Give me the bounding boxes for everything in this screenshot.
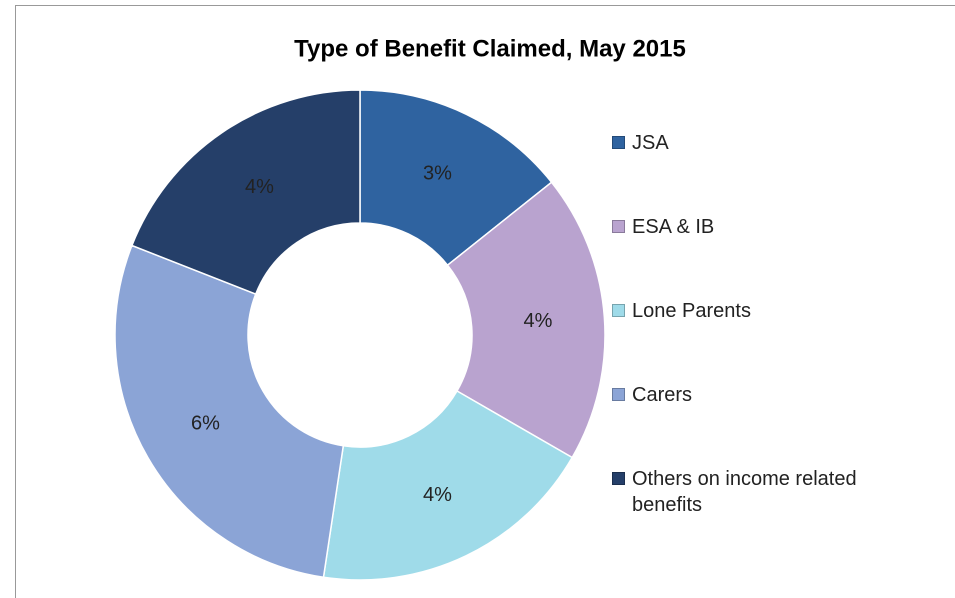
legend-label: ESA & IB xyxy=(632,216,715,238)
data-label: 4% xyxy=(423,484,452,506)
donut-slice xyxy=(114,244,345,579)
legend: JSA ESA & IB Lone Parents Carers Others on i… xyxy=(612,130,862,550)
legend-swatch xyxy=(612,388,625,401)
data-label: 6% xyxy=(191,413,220,435)
donut-slice xyxy=(130,89,361,296)
legend-swatch xyxy=(612,220,625,233)
legend-item: Lone Parents xyxy=(612,298,862,382)
legend-item: JSA xyxy=(612,130,862,214)
legend-swatch xyxy=(612,472,625,485)
legend-label: Others on income related benefits xyxy=(632,468,857,516)
donut-slice xyxy=(322,389,574,581)
donut-slice xyxy=(359,89,553,267)
legend-item: Others on income related benefits xyxy=(612,466,862,550)
donut-slice xyxy=(446,181,606,459)
legend-item: Carers xyxy=(612,382,862,466)
chart-title: Type of Benefit Claimed, May 2015 xyxy=(294,35,686,62)
legend-swatch xyxy=(612,304,625,317)
legend-swatch xyxy=(612,136,625,149)
data-label: 4% xyxy=(524,310,553,332)
legend-item: ESA & IB xyxy=(612,214,862,298)
data-label: 3% xyxy=(423,162,452,184)
legend-label: JSA xyxy=(632,132,669,154)
data-label: 4% xyxy=(245,176,274,198)
legend-label: Carers xyxy=(632,384,693,406)
legend-label: Lone Parents xyxy=(632,300,751,322)
